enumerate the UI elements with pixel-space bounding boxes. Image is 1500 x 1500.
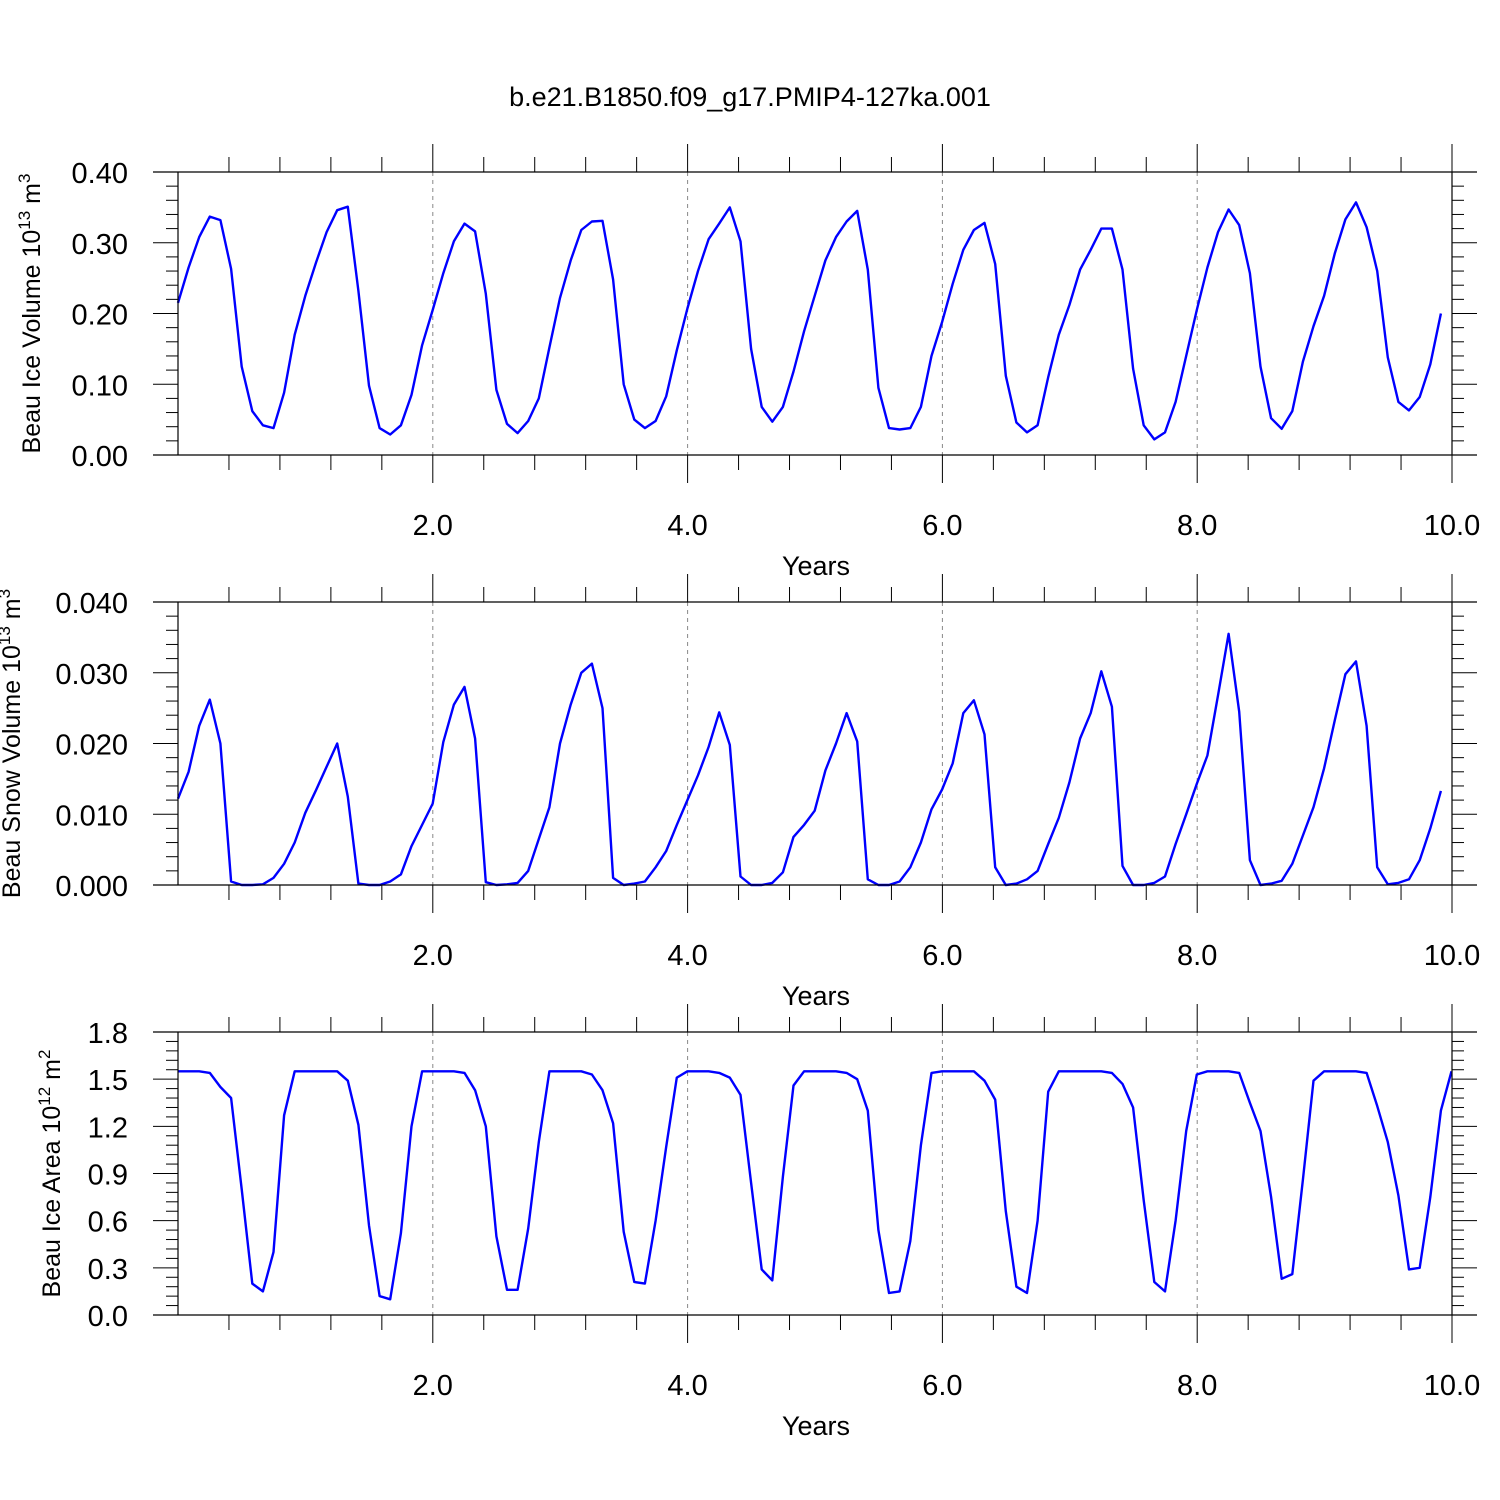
y-tick-label: 0.020 — [55, 730, 128, 762]
x-tick-label: 6.0 — [922, 940, 962, 972]
y-tick-label: 0.6 — [88, 1207, 128, 1239]
x-tick-label: 10.0 — [1424, 510, 1480, 542]
y-tick-label: 0.0 — [88, 1301, 128, 1333]
x-tick-label: 6.0 — [922, 1370, 962, 1402]
y-axis-label: Beau Ice Volume 1013 m3 — [15, 174, 46, 454]
x-tick-label: 2.0 — [413, 510, 453, 542]
y-tick-label: 0.40 — [72, 158, 128, 190]
x-tick-label: 4.0 — [667, 940, 707, 972]
x-axis-label: Years — [782, 551, 850, 581]
panel-snow-volume: 2.0 4.0 6.0 8.0 10.0 Years 0.000 0.010 0.020 0.03… — [0, 574, 1480, 1011]
y-tick-label: 0.10 — [72, 370, 128, 402]
x-axis-label: Years — [782, 1411, 850, 1441]
series-line — [176, 201, 1443, 441]
y-tick-label: 0.9 — [88, 1160, 128, 1192]
y-tick-label: 0.040 — [55, 588, 128, 620]
y-tick-label: 1.8 — [88, 1018, 128, 1050]
x-tick-label: 10.0 — [1424, 940, 1480, 972]
x-tick-label: 4.0 — [667, 1370, 707, 1402]
x-tick-label: 2.0 — [413, 1370, 453, 1402]
y-tick-label: 0.030 — [55, 659, 128, 691]
x-axis-label: Years — [782, 981, 850, 1011]
y-tick-label: 0.00 — [72, 441, 128, 473]
y-tick-label: 0.010 — [55, 800, 128, 832]
x-tick-label: 8.0 — [1177, 510, 1217, 542]
panel-ice-volume: 2.0 4.0 6.0 8.0 10.0 Years 0.00 0.10 0.20 0.30 0.4… — [15, 144, 1480, 581]
x-tick-label: 4.0 — [667, 510, 707, 542]
y-tick-label: 1.5 — [88, 1065, 128, 1097]
y-tick-label: 0.20 — [72, 300, 128, 332]
y-tick-label: 0.000 — [55, 871, 128, 903]
x-tick-label: 8.0 — [1177, 940, 1217, 972]
page-title: b.e21.B1850.f09_g17.PMIP4-127ka.001 — [509, 82, 991, 112]
y-axis-label: Beau Snow Volume 1013 m3 — [0, 589, 26, 898]
panel-ice-area: 2.0 4.0 6.0 8.0 10.0 Years 0.0 0.3 0.6 0.9 1.2 1.5 1… — [35, 1004, 1480, 1441]
x-tick-label: 6.0 — [922, 510, 962, 542]
y-axis-label: Beau Ice Area 1012 m2 — [35, 1050, 66, 1298]
y-tick-label: 0.3 — [88, 1254, 128, 1286]
y-tick-label: 1.2 — [88, 1112, 128, 1144]
y-tick-label: 0.30 — [72, 229, 128, 261]
x-tick-label: 8.0 — [1177, 1370, 1217, 1402]
series-line — [178, 1070, 1453, 1301]
series-line — [176, 632, 1443, 887]
x-tick-label: 2.0 — [413, 940, 453, 972]
x-tick-label: 10.0 — [1424, 1370, 1480, 1402]
